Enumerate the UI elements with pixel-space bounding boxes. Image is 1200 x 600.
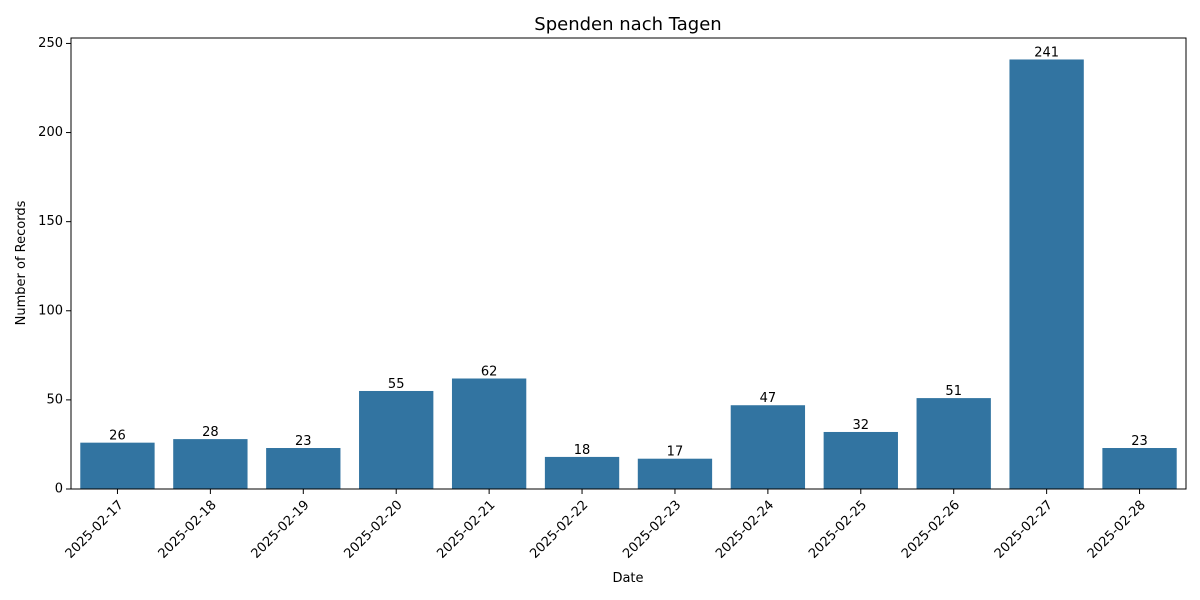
bar-value-label: 241 <box>1034 45 1059 60</box>
bar <box>544 456 620 489</box>
bar-value-label: 17 <box>667 445 684 460</box>
bar <box>916 398 991 489</box>
bar <box>451 378 527 489</box>
bar-value-label: 55 <box>388 377 405 392</box>
y-tick-label: 250 <box>38 36 63 51</box>
bar <box>637 458 713 489</box>
bar <box>173 439 248 489</box>
bar <box>80 442 155 489</box>
data-labels-layer: 26 28 23 55 62 18 17 47 32 51 241 23 <box>109 45 1148 459</box>
bar-value-label: 62 <box>481 365 498 380</box>
y-tick-label: 50 <box>46 392 63 407</box>
bar <box>1009 59 1084 489</box>
y-tick-label: 150 <box>38 214 63 229</box>
bar <box>266 448 341 489</box>
bar-value-label: 23 <box>295 434 312 449</box>
bar-value-label: 26 <box>109 429 126 444</box>
bar-value-label: 51 <box>945 384 962 399</box>
y-axis-label: Number of Records <box>14 200 29 325</box>
y-tick-label: 100 <box>38 303 63 318</box>
y-tick-label: 200 <box>38 125 63 140</box>
bar <box>1102 448 1177 489</box>
bar <box>730 405 806 489</box>
bar-value-label: 32 <box>853 418 870 433</box>
y-tick-label: 0 <box>55 482 63 497</box>
bar-value-label: 23 <box>1131 434 1148 449</box>
bar-value-label: 28 <box>202 425 219 440</box>
bar-value-label: 18 <box>574 443 591 458</box>
x-axis-label: Date <box>612 571 643 586</box>
bar <box>359 390 434 489</box>
bar <box>823 431 898 489</box>
bar-value-label: 47 <box>760 391 777 406</box>
y-axis: 0 50 100 150 200 250 <box>38 36 71 497</box>
plot-frame <box>70 37 1187 490</box>
bars-layer <box>80 59 1177 489</box>
chart-title: Spenden nach Tagen <box>534 14 721 35</box>
